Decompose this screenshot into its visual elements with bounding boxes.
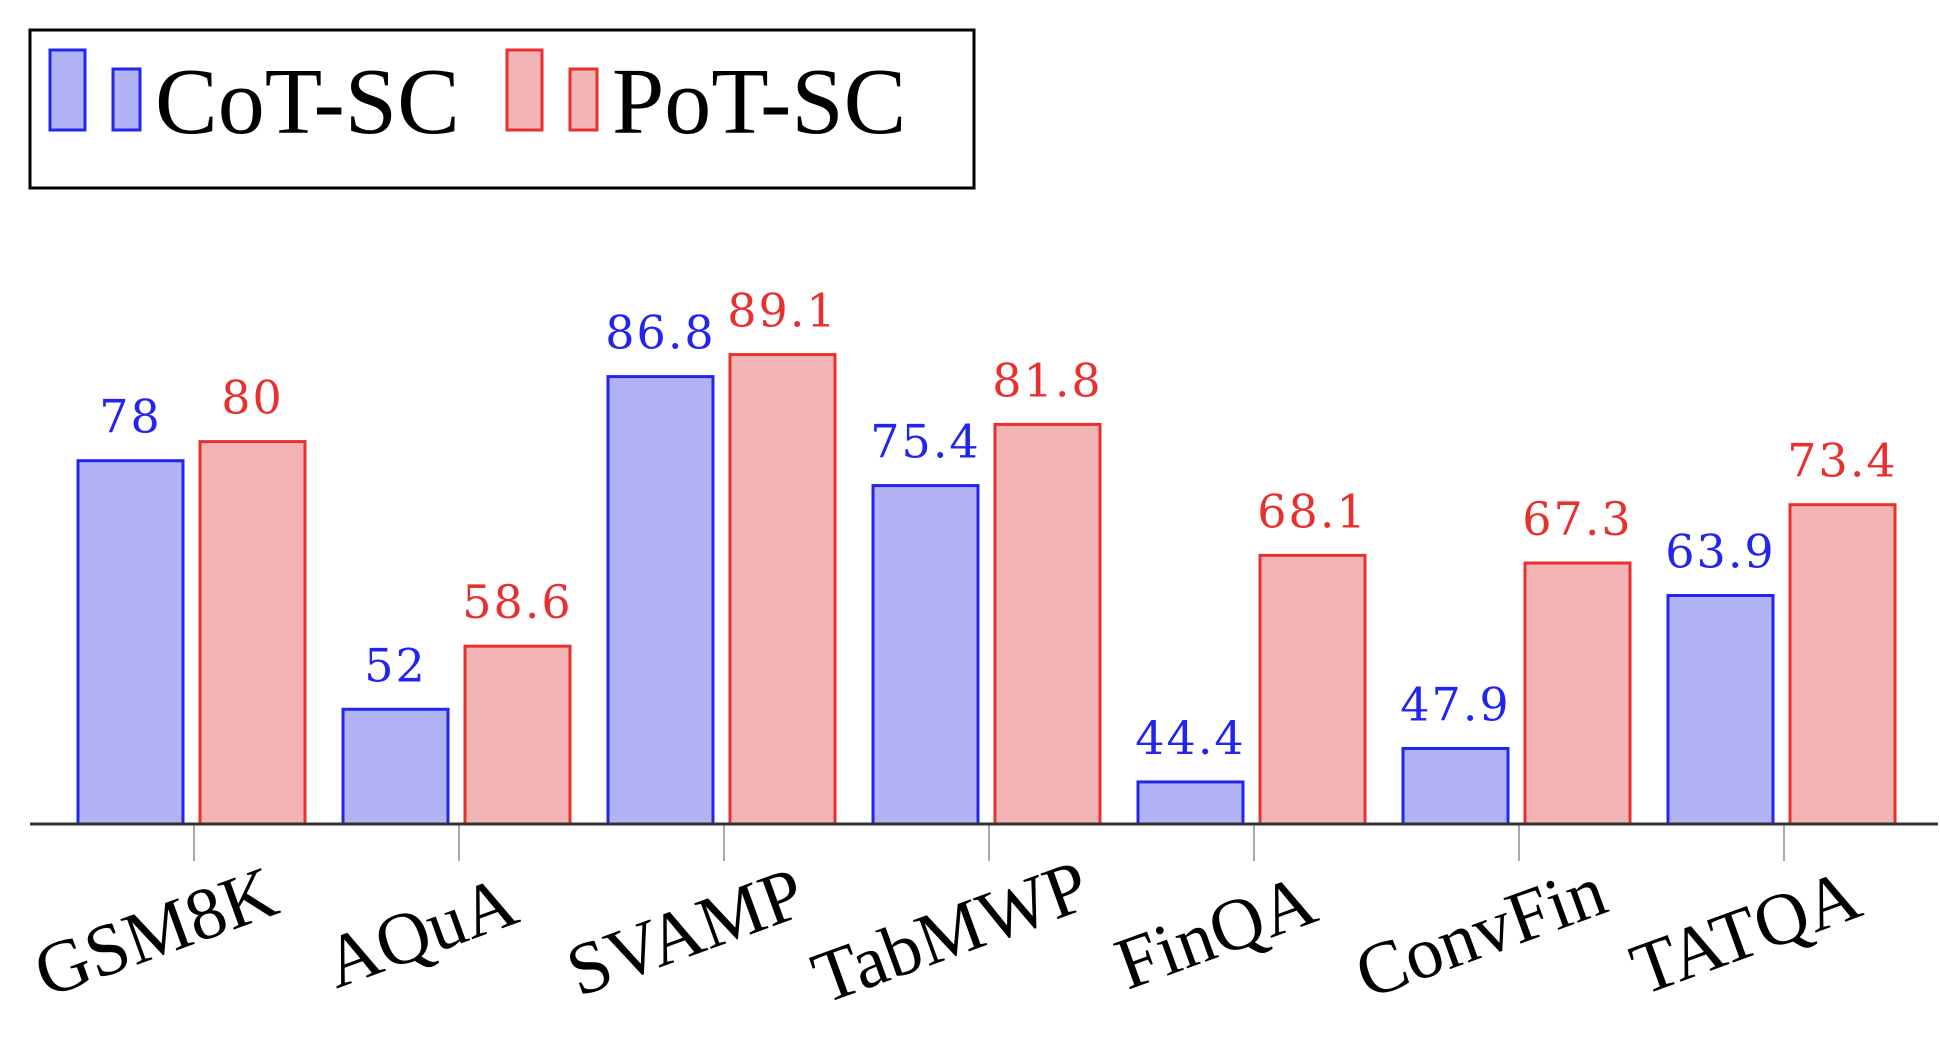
x-tick-label-tabmwp: TabMWP	[802, 845, 1099, 1020]
value-label-cot-sc-convfin: 47.9	[1400, 677, 1510, 731]
plot-area: 78 52 86.8 75.4 44.4 47.9 63.9 80 58.6 89.1 81.8 68…	[24, 284, 1938, 1020]
legend-label-pot-sc: PoT-SC	[612, 50, 906, 154]
legend-swatch-cot-sc-b	[111, 67, 142, 132]
x-tick-label-finqa: FinQA	[1105, 859, 1326, 1006]
value-label-cot-sc-tatqa: 63.9	[1665, 525, 1775, 579]
x-tick-label-svamp: SVAMP	[556, 852, 815, 1013]
legend-swatch-pot-sc-b	[568, 67, 599, 132]
bar-pot-sc-svamp	[728, 353, 837, 826]
value-label-cot-sc-tabmwp: 75.4	[870, 415, 980, 469]
legend: CoT-SC PoT-SC	[28, 28, 976, 190]
bar-pot-sc-finqa	[1258, 553, 1367, 826]
legend-swatch-cot-sc-a	[48, 48, 87, 132]
bar-cot-sc-aqua	[341, 707, 450, 826]
x-tick-label-tatqa: TATQA	[1621, 853, 1871, 1011]
bar-cot-sc-tabmwp	[871, 484, 980, 826]
bar-cot-sc-tatqa	[1666, 594, 1775, 826]
value-label-pot-sc-svamp: 89.1	[727, 284, 837, 338]
bar-pot-sc-convfin	[1523, 561, 1632, 826]
value-label-pot-sc-convfin: 67.3	[1522, 492, 1632, 546]
value-label-pot-sc-tabmwp: 81.8	[992, 353, 1102, 407]
value-label-cot-sc-finqa: 44.4	[1135, 711, 1245, 765]
bar-cot-sc-convfin	[1401, 746, 1510, 826]
value-label-pot-sc-finqa: 68.1	[1257, 484, 1367, 538]
x-tick-label-gsm8k: GSM8K	[24, 851, 288, 1014]
x-tick-label-convfin: ConvFin	[1345, 850, 1616, 1016]
value-label-pot-sc-tatqa: 73.4	[1787, 434, 1897, 488]
bar-cot-sc-finqa	[1136, 780, 1245, 826]
x-tick-label-aqua: AQuA	[314, 860, 527, 1005]
bar-pot-sc-aqua	[463, 644, 572, 826]
legend-label-cot-sc: CoT-SC	[155, 50, 460, 154]
bar-pot-sc-tatqa	[1788, 503, 1897, 826]
legend-swatch-pot-sc-a	[505, 48, 544, 132]
legend-frame	[28, 28, 976, 190]
bar-cot-sc-svamp	[606, 375, 715, 826]
value-label-pot-sc-aqua: 58.6	[462, 575, 572, 629]
bar-pot-sc-tabmwp	[993, 422, 1102, 826]
value-label-pot-sc-gsm8k: 80	[221, 371, 284, 425]
value-label-cot-sc-aqua: 52	[364, 638, 427, 692]
bar-cot-sc-gsm8k	[76, 459, 185, 826]
bar-pot-sc-gsm8k	[198, 440, 307, 826]
value-label-cot-sc-svamp: 86.8	[605, 306, 715, 360]
value-label-cot-sc-gsm8k: 78	[99, 390, 162, 444]
